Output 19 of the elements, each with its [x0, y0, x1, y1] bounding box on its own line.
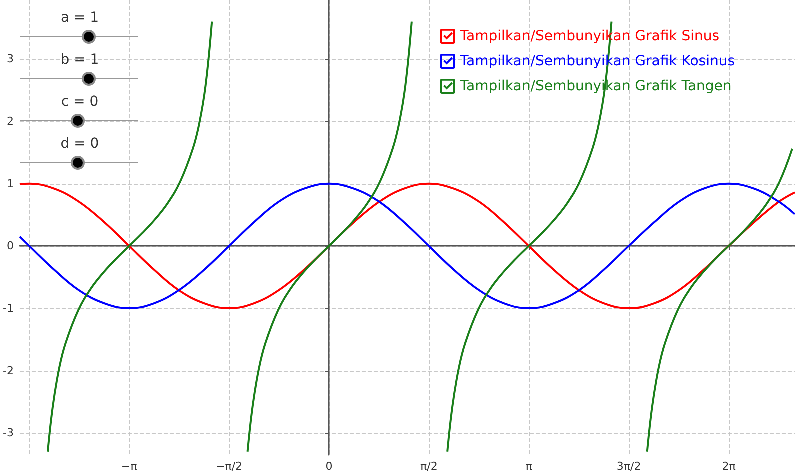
x-tick-label: π/2: [420, 460, 438, 472]
x-tick-label: 3π/2: [616, 460, 642, 472]
y-tick-label: 2: [6, 115, 14, 128]
annotation: c = 0: [60, 94, 100, 110]
annotation: b = 1: [60, 52, 100, 68]
annotation: a = 1: [60, 10, 100, 26]
annotation: d = 0: [60, 136, 100, 152]
y-tick-label: 0: [6, 240, 14, 253]
y-tick-label: -3: [3, 426, 14, 440]
y-tick-label: -2: [3, 364, 14, 378]
y-tick-label: 3: [6, 52, 14, 66]
y-tick-label: -1: [3, 302, 14, 316]
x-tick-label: −π/2: [216, 460, 243, 472]
x-tick-label: π: [526, 460, 533, 472]
x-tick-label: 2π: [722, 460, 736, 472]
x-tick-label: −π: [121, 460, 138, 472]
x-tick-label: 0: [326, 460, 333, 472]
line-series: [18, 182, 795, 310]
y-tick-label: 1: [6, 177, 14, 190]
